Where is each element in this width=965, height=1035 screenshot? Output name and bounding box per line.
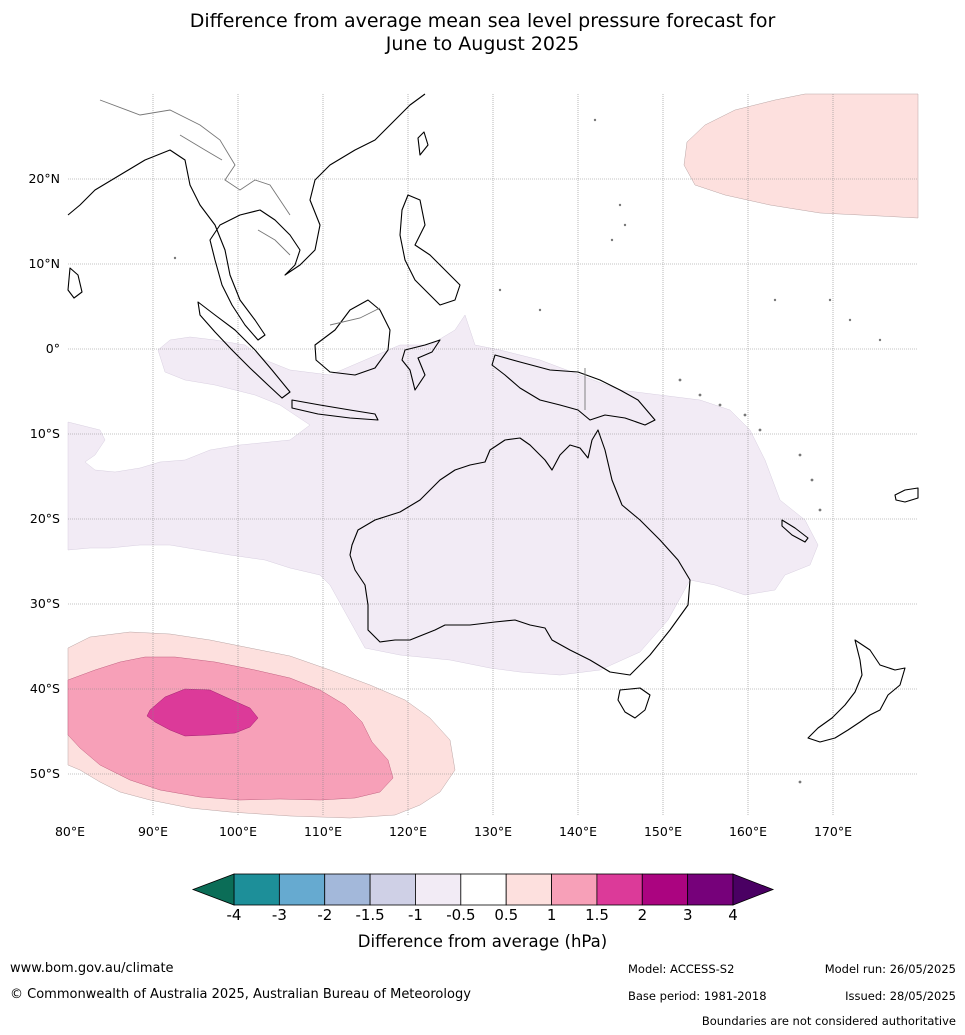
lon-label-140e: 140°E [558, 824, 597, 839]
colorbar-swatch [415, 873, 462, 906]
issued-date: Issued: 28/05/2025 [845, 989, 956, 1003]
colorbar-tick: -3 [271, 906, 287, 924]
lat-label-10s: 10°S [29, 426, 60, 441]
colorbar-tick: -1.5 [355, 906, 385, 924]
indonesia-australia-anomaly [67, 314, 819, 676]
website-link[interactable]: www.bom.gov.au/climate [10, 961, 174, 976]
lat-label-30s: 30°S [29, 596, 60, 611]
copyright-text: © Commonwealth of Australia 2025, Austra… [10, 987, 471, 1002]
graticule [68, 94, 918, 816]
colorbar-swatch [641, 873, 689, 906]
forecast-map [67, 93, 919, 819]
title-line-1: Difference from average mean sea level p… [189, 10, 776, 32]
colorbar-tick: 3 [683, 906, 693, 924]
lon-label-150e: 150°E [643, 824, 682, 839]
asia-borders [99, 99, 586, 410]
colorbar-tick: 4 [728, 906, 738, 924]
colorbar-over-arrow [732, 873, 775, 906]
new-zealand-coastline [807, 639, 906, 743]
colorbar-under-arrow [191, 873, 235, 906]
boundary-disclaimer: Boundaries are not considered authoritat… [701, 1014, 956, 1028]
north-pacific-anomaly [683, 93, 919, 219]
new-caledonia-coastline [781, 519, 809, 543]
lon-label-170e: 170°E [813, 824, 852, 839]
lon-label-90e: 90°E [137, 824, 169, 839]
colorbar-swatch [687, 873, 734, 906]
lon-label-130e: 130°E [473, 824, 512, 839]
sumatra-coastline [197, 301, 291, 399]
tasmania-coastline [617, 687, 651, 719]
lon-label-100e: 100°E [218, 824, 257, 839]
lat-label-10n: 10°N [28, 256, 60, 271]
philippines-coastline [399, 194, 461, 306]
australia-coastline [349, 429, 691, 676]
model-run-date: Model run: 26/05/2025 [824, 962, 956, 976]
new-guinea-coastline [491, 354, 656, 426]
lat-label-20s: 20°S [29, 511, 60, 526]
colorbar-swatch [278, 873, 326, 906]
taiwan-coastline [417, 131, 429, 156]
colorbar-tick: 2 [637, 906, 648, 924]
java-coastline [291, 399, 379, 421]
colorbar-swatch [233, 873, 280, 906]
sri-lanka-coastline [67, 267, 83, 299]
lon-label-120e: 120°E [388, 824, 427, 839]
lon-label-160e: 160°E [728, 824, 767, 839]
colorbar-swatch [369, 873, 416, 906]
colorbar-tick: 0.5 [494, 906, 519, 924]
lon-label-80e: 80°E [54, 824, 86, 839]
lat-label-50s: 50°S [29, 766, 60, 781]
colorbar-swatch [551, 873, 598, 906]
borneo-coastline [314, 299, 391, 376]
colorbar-swatch [505, 873, 552, 906]
colorbar-tick: 1 [546, 906, 557, 924]
lon-label-110e: 110°E [303, 824, 342, 839]
colorbar-label: Difference from average (hPa) [357, 932, 608, 951]
colorbar-swatch [324, 873, 371, 906]
sulawesi-coastline [401, 339, 441, 391]
lat-label-20n: 20°N [28, 171, 60, 186]
fiji-coastline [894, 487, 919, 503]
southern-ocean-anomaly-core [146, 688, 259, 737]
lat-label-40s: 40°S [29, 681, 60, 696]
title-line-2: June to August 2025 [385, 33, 580, 55]
asia-mainland-coastline [67, 93, 426, 341]
colorbar-tick: -0.5 [446, 906, 476, 924]
chart-title: Difference from average mean sea level p… [0, 10, 965, 56]
model-name: Model: ACCESS-S2 [628, 962, 735, 976]
colorbar-swatch [460, 873, 507, 906]
colorbar-tick: -2 [317, 906, 333, 924]
colorbar-tick: 1.5 [585, 906, 609, 924]
base-period: Base period: 1981-2018 [628, 989, 767, 1003]
colorbar-tick: -4 [226, 906, 242, 924]
lat-label-0: 0° [45, 341, 60, 356]
colorbar-swatch [596, 873, 643, 906]
pacific-islands [173, 118, 882, 784]
colorbar-tick: -1 [408, 906, 423, 924]
